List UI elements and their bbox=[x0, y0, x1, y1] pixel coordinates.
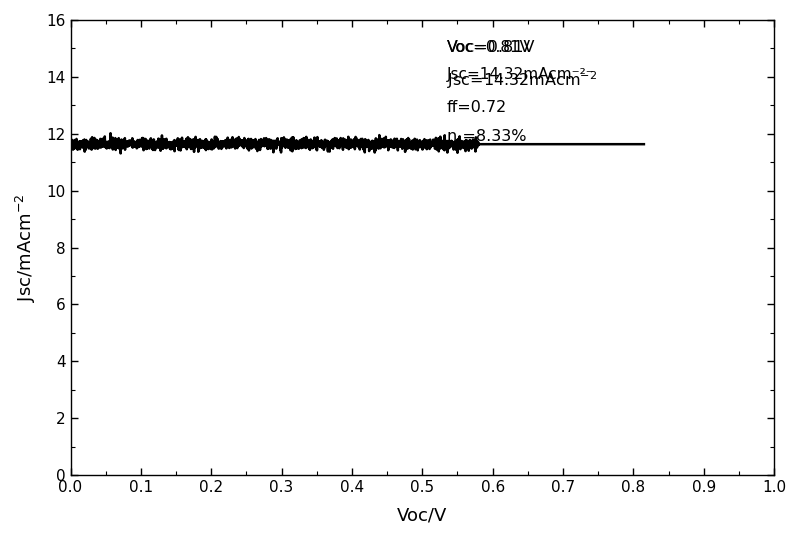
Text: Jsc=14.32mAcm$^{-2}$: Jsc=14.32mAcm$^{-2}$ bbox=[447, 70, 597, 91]
Text: Voc=0.81V: Voc=0.81V bbox=[447, 40, 535, 55]
Y-axis label: Jsc/mAcm$^{-2}$: Jsc/mAcm$^{-2}$ bbox=[14, 193, 38, 302]
X-axis label: Voc/V: Voc/V bbox=[397, 506, 447, 524]
Text: ff=0.72: ff=0.72 bbox=[447, 100, 507, 115]
Text: Voc=0.81V: Voc=0.81V bbox=[447, 40, 531, 55]
Text: η =8.33%: η =8.33% bbox=[447, 130, 526, 144]
Text: Jsc=14.32mAcm⁻²⁻: Jsc=14.32mAcm⁻²⁻ bbox=[447, 67, 594, 82]
